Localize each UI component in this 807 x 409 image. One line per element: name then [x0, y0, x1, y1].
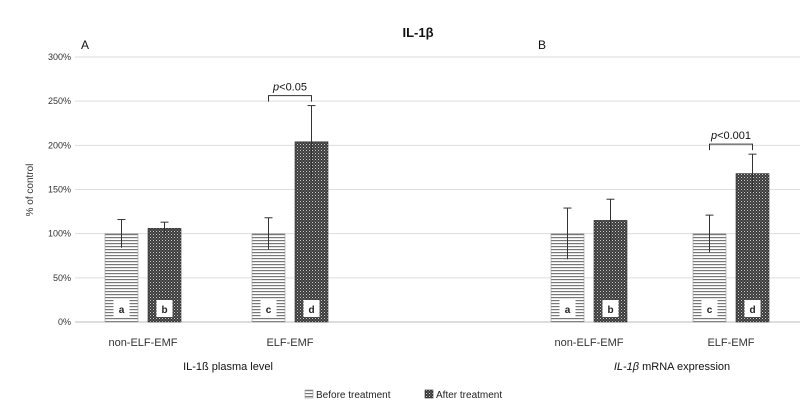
significance-bracket: p<0.001: [709, 130, 753, 151]
y-tick-labels: 0% 50% 100% 150% 200% 250% 300%: [48, 52, 71, 327]
bar-letter-box: [156, 300, 173, 317]
legend-label: Before treatment: [316, 390, 391, 401]
p-value-p: p: [710, 130, 717, 142]
chart-title: IL-1β: [402, 25, 433, 40]
y-tick-label: 0%: [58, 317, 71, 327]
x-axis-label-italic: IL-1β: [614, 361, 640, 373]
bar-letter: c: [707, 305, 713, 316]
bar-group: ELF-EMF c d p<0.001: [692, 130, 770, 349]
panel-b: B IL-1β mRNA expression non-ELF-EMF a b ELF-E…: [538, 38, 770, 373]
bar-letter-box: [260, 300, 277, 317]
bar-letter-box: [744, 300, 761, 317]
x-axis-label-rest: mRNA expression: [639, 361, 730, 373]
panel-label: A: [81, 38, 89, 52]
x-axis-label: IL-1ß plasma level: [183, 361, 273, 373]
bar-letter: b: [607, 305, 613, 316]
bar-letter-box: [602, 300, 619, 317]
legend-item: After treatment: [424, 389, 502, 401]
legend-label: After treatment: [436, 390, 502, 401]
bar-letter: c: [266, 305, 272, 316]
bar-group: non-ELF-EMF a b: [104, 219, 182, 349]
bar-letter: d: [749, 305, 755, 316]
bar-letter: b: [161, 305, 167, 316]
bar-letter-box: [559, 300, 576, 317]
bar-group: ELF-EMF c d p<0.05: [251, 82, 329, 349]
category-label: ELF-EMF: [266, 337, 313, 349]
bar-letter-box: [701, 300, 718, 317]
legend-swatch: [304, 389, 314, 399]
bar-after-treatment: [735, 173, 770, 323]
legend-item: Before treatment: [304, 389, 391, 401]
p-value-p: p: [272, 82, 279, 94]
bar-letter: a: [119, 305, 125, 316]
p-value-rest: <0.05: [279, 82, 307, 94]
category-label: non-ELF-EMF: [108, 337, 177, 349]
p-value-label: p<0.05: [272, 82, 307, 94]
y-tick-label: 250%: [48, 96, 71, 106]
p-value-label: p<0.001: [710, 130, 751, 142]
gridlines: [75, 56, 800, 323]
y-axis-label: % of control: [25, 164, 36, 217]
panel-a: A IL-1ß plasma level non-ELF-EMF a b ELF-EMF c…: [81, 38, 329, 373]
y-tick-label: 150%: [48, 185, 71, 195]
legend: Before treatment After treatment: [304, 389, 502, 401]
y-tick-label: 200%: [48, 140, 71, 150]
y-tick-label: 50%: [53, 273, 71, 283]
bar-letter: a: [565, 305, 571, 316]
y-tick-label: 300%: [48, 52, 71, 62]
category-label: ELF-EMF: [707, 337, 754, 349]
legend-swatch: [424, 389, 434, 399]
p-value-rest: <0.001: [717, 130, 751, 142]
bracket-line: [709, 143, 753, 151]
bar-letter: d: [308, 305, 314, 316]
x-axis-label: IL-1β mRNA expression: [614, 361, 730, 373]
category-label: non-ELF-EMF: [554, 337, 623, 349]
bar-group: non-ELF-EMF a b: [550, 198, 628, 349]
bracket-line: [268, 95, 312, 102]
panels: A IL-1ß plasma level non-ELF-EMF a b ELF-EMF c…: [81, 38, 770, 373]
y-tick-label: 100%: [48, 229, 71, 239]
panel-label: B: [538, 38, 546, 52]
significance-bracket: p<0.05: [268, 82, 312, 102]
bar-letter-box: [303, 300, 320, 317]
bar-letter-box: [113, 300, 130, 317]
